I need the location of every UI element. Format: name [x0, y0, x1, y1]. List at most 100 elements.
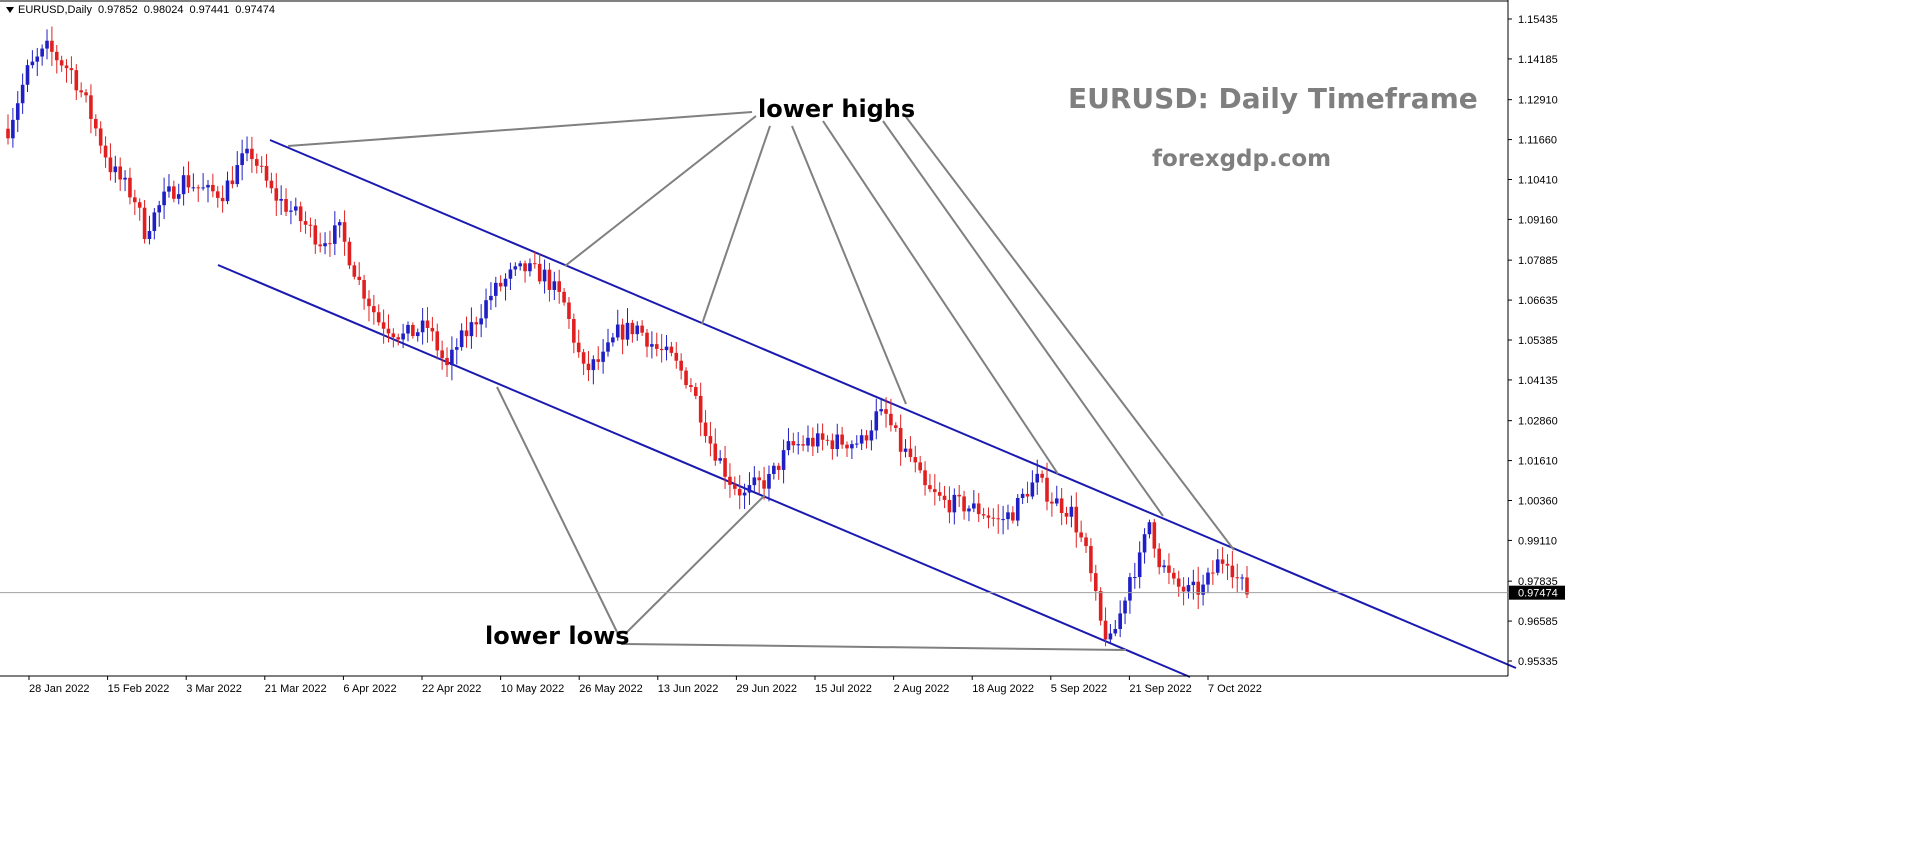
y-tick-label: 1.06635	[1518, 295, 1558, 307]
candle-body	[489, 295, 493, 301]
x-tick-label: 2 Aug 2022	[894, 683, 950, 695]
candle-body	[854, 443, 859, 445]
candle-body	[762, 480, 766, 489]
candle-body	[684, 370, 688, 386]
candle-body	[493, 282, 498, 296]
candle-body	[1211, 572, 1215, 574]
annotation-pointer-line	[822, 120, 1059, 475]
candle-body	[333, 225, 337, 244]
candle-body	[142, 207, 147, 240]
candle-body	[391, 333, 396, 338]
candle-body	[645, 332, 649, 347]
candle-body	[859, 435, 864, 444]
site-annotation: forexgdp.com	[1152, 146, 1332, 172]
candle-body	[11, 119, 15, 139]
candle-body	[962, 496, 966, 512]
annotation-pointer-line	[791, 125, 907, 405]
candle-body	[747, 485, 752, 493]
candle-body	[1098, 591, 1103, 621]
candle-body	[1118, 613, 1122, 629]
candle-body	[601, 351, 605, 362]
candle-body	[415, 332, 420, 337]
candle-body	[352, 265, 357, 277]
candle-body	[152, 212, 157, 232]
candle-body	[196, 187, 201, 189]
candle-body	[1093, 573, 1098, 592]
candle-body	[1191, 581, 1196, 586]
candle-body	[1108, 633, 1113, 640]
current-price-badge	[1509, 585, 1565, 600]
y-tick-label: 1.05385	[1518, 335, 1558, 347]
candle-body	[650, 344, 654, 347]
triangle-down-icon[interactable]	[6, 7, 14, 14]
candle-body	[220, 197, 225, 202]
y-tick-label: 1.11660	[1518, 135, 1557, 147]
candle-body	[54, 51, 59, 61]
x-tick-label: 21 Sep 2022	[1129, 683, 1191, 695]
x-tick-label: 28 Jan 2022	[29, 683, 90, 695]
candle-body	[718, 458, 722, 461]
candle-body	[450, 349, 454, 366]
candle-body	[898, 427, 903, 452]
x-tick-label: 29 Jun 2022	[736, 683, 797, 695]
candle-body	[776, 465, 781, 470]
candle-body	[1215, 559, 1220, 573]
y-tick-label: 1.04135	[1518, 375, 1558, 387]
y-tick-label: 0.97835	[1518, 576, 1558, 588]
axes: 1.15435 1.14185 1.12910 1.11660 1.10410 1.091…	[0, 0, 1565, 695]
y-tick-label: 0.99110	[1518, 535, 1557, 547]
candle-body	[1157, 548, 1161, 568]
candle-body	[557, 281, 562, 292]
candle-body	[337, 222, 342, 226]
candle-body	[874, 411, 879, 431]
x-tick-label: 5 Sep 2022	[1051, 683, 1107, 695]
candle-body	[850, 444, 854, 449]
candle-body	[772, 465, 776, 475]
candle-body	[630, 322, 635, 335]
candle-body	[689, 385, 693, 388]
candle-body	[923, 470, 927, 486]
y-tick-label: 0.95335	[1518, 656, 1558, 668]
candle-body	[537, 263, 542, 282]
candle-body	[35, 56, 40, 62]
candle-body	[362, 280, 366, 299]
candle-body	[406, 324, 410, 334]
annotation-pointer-line	[882, 120, 1164, 517]
chart-title-annotation: EURUSD: Daily Timeframe	[1068, 82, 1478, 115]
candle-body	[137, 202, 142, 208]
y-tick-label: 1.09160	[1518, 214, 1558, 226]
low-value: 0.97441	[189, 4, 230, 16]
candle-body	[884, 409, 888, 414]
candle-body	[147, 231, 152, 240]
candle-body	[259, 165, 264, 167]
candle-body	[659, 348, 664, 351]
x-tick-label: 22 Apr 2022	[422, 683, 481, 695]
candle-body	[201, 187, 205, 189]
candle-body	[986, 515, 991, 518]
pointer-lines	[287, 111, 1235, 651]
candle-body	[176, 194, 181, 199]
candle-body	[796, 444, 801, 446]
candle-body	[30, 61, 35, 66]
candle-body	[508, 269, 513, 279]
candle-body	[1103, 620, 1108, 640]
candle-body	[1147, 522, 1152, 535]
candle-body	[996, 518, 1001, 520]
candle-body	[440, 350, 444, 358]
candle-body	[459, 330, 464, 348]
candle-body	[89, 95, 93, 119]
candle-body	[328, 243, 332, 245]
candle-body	[250, 148, 254, 160]
candle-body	[1035, 473, 1040, 483]
candle-body	[298, 206, 303, 222]
candle-body	[1235, 577, 1240, 579]
y-tick-label: 1.00360	[1518, 496, 1558, 508]
candle-body	[1025, 493, 1030, 497]
x-tick-label: 18 Aug 2022	[972, 683, 1034, 695]
candle-body	[723, 458, 727, 477]
candle-body	[845, 444, 849, 449]
y-tick-label: 1.12910	[1518, 95, 1558, 107]
candle-body	[464, 330, 469, 337]
